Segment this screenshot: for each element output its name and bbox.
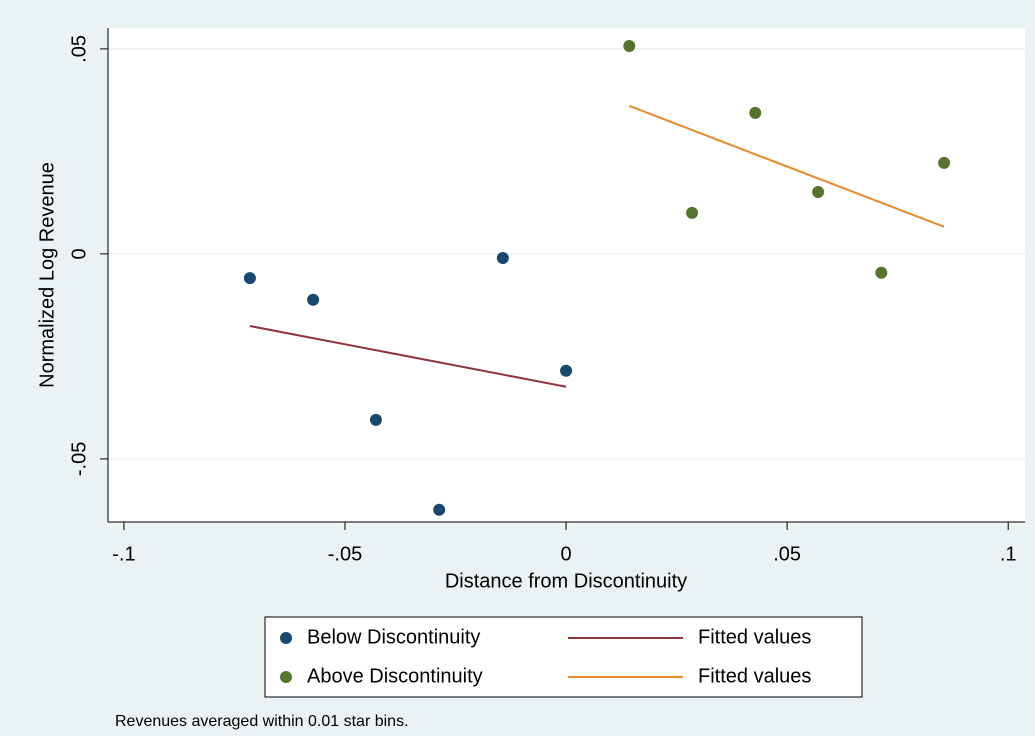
fit-line [249, 325, 567, 388]
point [875, 266, 888, 279]
point [623, 40, 636, 53]
legend-label: Below Discontinuity [307, 626, 480, 648]
plot-area [108, 28, 1025, 522]
x-tick-label: .1 [1000, 543, 1017, 565]
point [243, 272, 256, 285]
legend-label: Fitted values [698, 665, 811, 687]
point [560, 364, 573, 377]
x-tick-label: -.05 [328, 543, 362, 565]
point [433, 503, 446, 516]
point [496, 251, 509, 264]
y-tick-label: -.05 [68, 442, 90, 476]
legend-label: Fitted values [698, 626, 811, 648]
point [812, 185, 825, 198]
y-axis-title: Normalized Log Revenue [36, 162, 58, 388]
x-tick-label: .05 [773, 543, 801, 565]
point [369, 413, 382, 426]
point [938, 156, 951, 169]
y-tick-label: .05 [68, 35, 90, 63]
legend-marker [280, 671, 292, 683]
note: Revenues averaged within 0.01 star bins. [115, 713, 409, 730]
y-tick-label: 0 [68, 248, 90, 259]
x-tick-label: 0 [560, 543, 571, 565]
point [749, 106, 762, 119]
point [307, 293, 320, 306]
legend [264, 616, 863, 698]
fit-line [628, 104, 945, 228]
legend-marker [280, 632, 292, 644]
x-axis-title: Distance from Discontinuity [445, 570, 687, 592]
point [686, 206, 699, 219]
x-tick-label: -.1 [112, 543, 135, 565]
legend-label: Above Discontinuity [307, 665, 483, 687]
